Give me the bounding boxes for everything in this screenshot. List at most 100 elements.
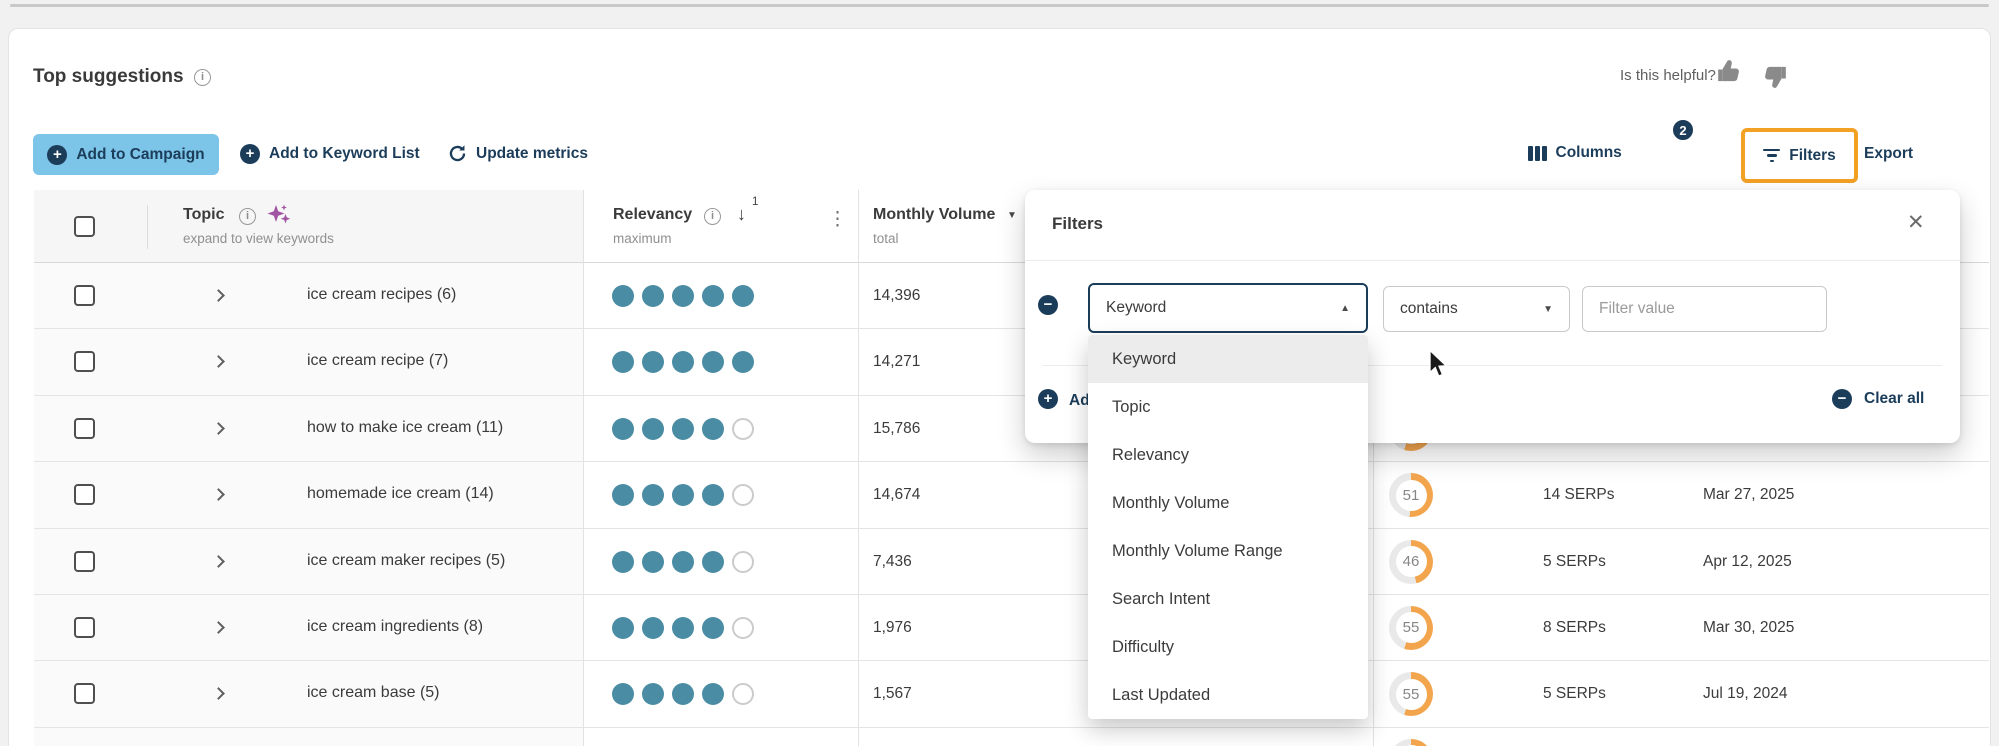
filter-field-select[interactable]: Keyword ▲ [1088,283,1368,333]
remove-filter-icon[interactable] [1038,295,1058,315]
table-row: ice cream ingredients (8) 1,976 55 8 SERPs M… [34,594,1989,662]
sort-descending-icon[interactable]: ↓ [737,204,746,224]
topic-label[interactable]: ice cream base (5) [307,684,440,702]
menu-item[interactable]: Monthly Volume Range [1112,541,1283,560]
filter-operator-select[interactable]: contains ▼ [1383,286,1570,332]
monthly-volume-value: 7,436 [873,552,912,570]
relevancy-dot [672,616,694,639]
window-top-edge [10,4,1989,7]
add-filter-icon[interactable] [1038,389,1058,409]
relevancy-info-icon[interactable]: i [704,208,721,225]
relevancy-dot [612,484,634,507]
relevancy-dot [672,417,694,440]
table-header-band [34,190,583,263]
topic-label[interactable]: ice cream ingredients (8) [307,617,484,635]
topic-label[interactable]: how to make ice cream (11) [307,418,504,436]
topic-label[interactable]: ice cream recipes (6) [307,286,457,303]
relevancy-dot [612,351,634,374]
menu-item[interactable]: Monthly Volume [1112,493,1230,512]
topic-cell [34,395,583,462]
relevancy-dot [732,616,754,639]
relevancy-dot [702,484,724,507]
difficulty-value: 55 [1395,612,1427,644]
plus-circle-icon [47,144,68,165]
relevancy-column-header[interactable]: Relevancy [613,206,693,223]
row-checkbox[interactable] [74,550,95,572]
row-checkbox[interactable] [74,484,95,506]
relevancy-dots [612,351,754,374]
relevancy-dot [642,550,664,573]
header-separator [147,205,148,249]
sort-order-number: 1 [752,196,759,208]
thumbs-down-icon[interactable] [1762,64,1788,90]
topic-label[interactable]: ice cream recipe (7) [307,352,449,370]
serps-count: 5 SERPs [1543,552,1606,570]
ai-sparkles-icon [267,204,291,224]
title-info-icon[interactable]: i [194,69,211,86]
difficulty-value: 46 [1395,546,1427,578]
table-row: ice cream maker recipes (5) 7,436 46 5 SERP… [34,528,1989,595]
row-checkbox[interactable] [74,616,95,638]
columns-label: Columns [1555,144,1622,161]
relevancy-dot [642,417,664,440]
add-to-campaign-label: Add to Campaign [76,145,205,163]
topic-column-header[interactable]: Topic [183,206,225,223]
clear-all-button[interactable]: Clear all [1832,389,1924,409]
relevancy-dot [732,484,754,507]
menu-item[interactable]: Relevancy [1112,445,1190,464]
thumbs-up-icon[interactable] [1716,58,1742,84]
serps-count: 5 SERPs [1543,685,1606,703]
relevancy-dot [732,285,754,307]
menu-item[interactable]: Last Updated [1112,685,1211,704]
close-icon[interactable]: ✕ [1907,211,1925,234]
monthly-volume-value: 14,396 [873,287,921,304]
select-all-checkbox[interactable] [74,216,95,237]
relevancy-dot [612,550,634,573]
menu-item[interactable]: Keyword [1088,335,1368,383]
row-checkbox[interactable] [74,683,95,705]
menu-item[interactable]: Search Intent [1112,589,1211,608]
relevancy-dot [642,351,664,374]
filter-value-input[interactable]: Filter value [1582,286,1827,332]
monthly-volume-value: 14,674 [873,486,921,504]
filters-count-badge: 2 [1671,118,1695,142]
relevancy-dot [642,683,664,706]
row-checkbox[interactable] [74,351,95,373]
menu-item[interactable]: Difficulty [1112,637,1175,656]
table-row: homemade ice cream (14) 14,674 51 14 SERPs M… [34,462,1989,529]
row-checkbox[interactable] [74,417,95,439]
update-metrics-label: Update metrics [476,144,588,162]
column-divider [583,190,584,746]
difficulty-ring: 55 [1389,605,1433,650]
export-label: Export [1864,144,1914,162]
difficulty-value [1395,745,1427,746]
table-header-border [34,262,1989,263]
add-to-keyword-list-button[interactable]: Add to Keyword List [240,144,420,164]
relevancy-dots [612,484,754,507]
update-metrics-button[interactable]: Update metrics [448,144,588,163]
relevancy-dot [702,351,724,374]
relevancy-dot [612,683,634,706]
difficulty-value: 51 [1395,479,1427,511]
topic-label[interactable]: ice cream maker recipes (5) [307,551,506,569]
add-to-campaign-button[interactable]: Add to Campaign [33,134,219,175]
volume-caret-icon[interactable]: ▼ [1007,210,1017,221]
topic-label[interactable]: homemade ice cream (14) [307,485,494,503]
filter-operator-value: contains [1400,300,1458,317]
filter-field-value: Keyword [1106,299,1167,316]
relevancy-dot [642,484,664,507]
filters-popup-title: Filters [1052,214,1104,233]
difficulty-value: 55 [1395,678,1427,710]
filters-button[interactable]: Filters [1741,128,1858,183]
topic-info-icon[interactable]: i [239,208,256,225]
filters-label: Filters [1789,146,1836,164]
menu-item[interactable]: Topic [1112,397,1151,416]
relevancy-dot [732,683,754,706]
table-row: ice cream base (5) 1,567 55 5 SERPs Jul 19, … [34,661,1989,728]
row-checkbox[interactable] [74,285,95,306]
volume-column-header[interactable]: Monthly Volume [873,206,996,223]
column-menu-icon[interactable]: ⋮ [828,209,847,230]
columns-button[interactable]: Columns [1528,144,1622,162]
relevancy-dot [612,285,634,307]
last-updated-date: Apr 12, 2025 [1703,552,1792,570]
